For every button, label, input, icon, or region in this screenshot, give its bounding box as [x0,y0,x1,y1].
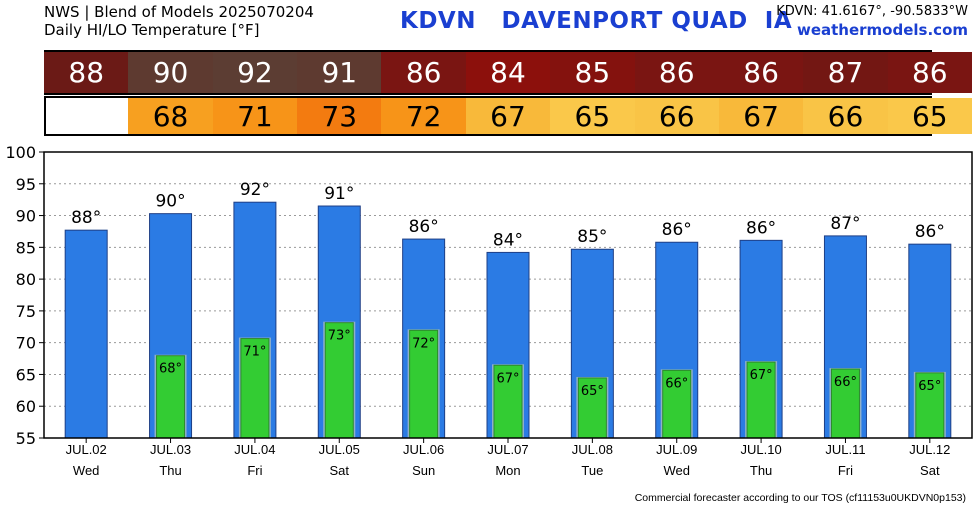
low-temp-label: 71° [243,345,266,360]
low-temp-cell: 73 [297,98,382,134]
low-temp-bar [493,364,523,439]
weekday-label: Thu [159,463,181,478]
low-temp-cell: 67 [465,98,551,134]
high-temp-cell: 91 [297,52,382,93]
high-temp-cell: 86 [634,52,719,93]
low-temp-bar [830,368,860,439]
high-temp-cell: 90 [128,52,213,93]
high-temp-label: 86° [746,218,776,238]
low-temp-cell: 66 [634,98,719,134]
y-tick-label: 100 [5,143,36,162]
weekday-label: Tue [581,463,603,478]
high-temp-label: 87° [830,214,860,234]
low-temp-cell: 68 [128,98,213,134]
y-tick-label: 95 [16,175,36,194]
low-temp-bar [409,329,439,439]
chart-variable-label: Daily HI/LO Temperature [°F] [44,21,260,39]
x-tick-label: JUL.08 [572,442,613,457]
low-temp-strip: 68 71 73 72 67 65 66 67 66 65 [44,96,972,136]
high-temp-cell: 86 [887,52,972,93]
low-temp-label: 65° [581,384,604,399]
model-run-label: NWS | Blend of Models 2025070204 [44,3,314,21]
station-coords: KDVN: 41.6167°, -90.5833°W [776,4,968,19]
low-temp-cell: 71 [212,98,298,134]
weekday-label: Fri [838,463,853,478]
y-tick-label: 55 [16,429,36,448]
x-tick-label: JUL.06 [403,442,444,457]
site-link[interactable]: weathermodels.com [796,21,968,39]
x-tick-label: JUL.04 [234,442,275,457]
y-tick-label: 70 [16,334,36,353]
footer-note: Commercial forecaster according to our T… [634,492,966,504]
high-temp-cell: 87 [803,52,888,93]
low-temp-cell: 72 [381,98,466,134]
low-temp-bar [156,355,186,439]
x-tick-label: JUL.07 [487,442,528,457]
station-title: KDVN DAVENPORT QUAD IA [400,8,793,34]
high-temp-label: 84° [493,230,523,250]
y-tick-label: 60 [16,397,36,416]
high-temp-cell: 92 [212,52,298,93]
weekday-label: Fri [247,463,262,478]
y-tick-label: 75 [16,302,36,321]
high-temp-label: 90° [155,192,185,212]
weekday-label: Sun [412,463,435,478]
low-temp-cell: 67 [718,98,804,134]
weekday-label: Wed [73,463,100,478]
high-temp-cell: 86 [718,52,804,93]
low-temp-label: 65° [918,379,941,394]
low-temp-cell: 65 [887,98,972,134]
x-tick-label: JUL.11 [825,442,865,457]
high-temp-cell: 86 [381,52,466,93]
high-temp-label: 86° [915,222,945,242]
high-temp-label: 88° [71,208,101,228]
low-temp-cell: 66 [803,98,888,134]
high-temp-cell: 84 [465,52,551,93]
y-tick-label: 65 [16,365,36,384]
low-temp-bar [662,369,692,439]
high-temp-cell: 85 [550,52,635,93]
weekday-label: Sat [330,463,350,478]
x-tick-label: JUL.12 [909,442,950,457]
x-tick-label: JUL.09 [656,442,697,457]
low-temp-label: 68° [159,362,182,377]
low-temp-cell: 65 [550,98,635,134]
plot-frame [43,151,973,439]
x-tick-label: JUL.10 [740,442,781,457]
low-temp-label: 66° [665,376,688,391]
low-temp-bar [324,322,354,439]
low-temp-label: 67° [750,368,773,383]
weekday-label: Mon [495,463,520,478]
high-temp-label: 86° [409,217,439,237]
weekday-label: Thu [750,463,772,478]
low-temp-label: 67° [496,371,519,386]
low-temp-label: 66° [834,375,857,390]
low-temp-label: 72° [412,336,435,351]
weekday-label: Wed [663,463,690,478]
low-temp-label: 73° [328,329,351,344]
high-temp-label: 91° [324,184,354,204]
x-tick-label: JUL.05 [319,442,360,457]
x-tick-label: JUL.03 [150,442,191,457]
y-tick-label: 90 [16,207,36,226]
y-tick-label: 80 [16,270,36,289]
high-temp-strip: 88 90 92 91 86 84 85 86 86 87 86 [44,50,972,95]
low-temp-bar [240,338,270,439]
x-tick-label: JUL.02 [66,442,107,457]
high-temp-cell: 88 [44,52,129,93]
weekday-label: Sat [920,463,940,478]
chart-header-left: NWS | Blend of Models 2025070204 Daily H… [44,3,314,39]
high-temp-label: 92° [240,180,270,200]
y-tick-label: 85 [16,238,36,257]
high-temp-label: 86° [662,220,692,240]
low-temp-bar [577,377,607,439]
high-temp-label: 85° [577,227,607,247]
high-temp-bar [64,229,108,439]
chart-header-right: KDVN: 41.6167°, -90.5833°W weathermodels… [776,3,968,39]
